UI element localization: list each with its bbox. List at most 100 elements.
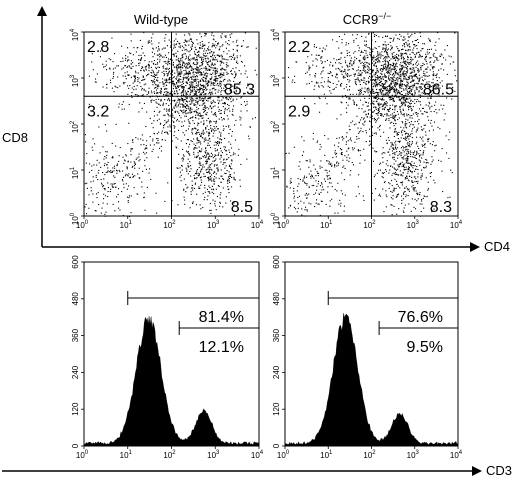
- event-dot: [124, 160, 126, 162]
- event-dot: [175, 59, 177, 61]
- event-dot: [394, 57, 396, 59]
- event-dot: [406, 150, 408, 152]
- event-dot: [186, 105, 188, 107]
- event-dot: [404, 177, 406, 179]
- event-dot: [186, 81, 188, 83]
- event-dot: [372, 48, 374, 50]
- event-dot: [213, 121, 215, 123]
- event-dot: [208, 134, 210, 136]
- event-dot: [358, 47, 360, 49]
- event-dot: [383, 83, 385, 85]
- event-dot: [296, 190, 298, 192]
- event-dot: [390, 165, 392, 167]
- event-dot: [189, 50, 191, 52]
- event-dot: [142, 139, 144, 141]
- event-dot: [398, 153, 400, 155]
- event-dot: [194, 78, 196, 80]
- event-dot: [100, 178, 102, 180]
- event-dot: [223, 111, 225, 113]
- event-dot: [174, 117, 176, 119]
- event-dot: [353, 62, 355, 64]
- event-dot: [368, 77, 370, 79]
- event-dot: [205, 152, 207, 154]
- event-dot: [148, 73, 150, 75]
- event-dot: [114, 167, 116, 169]
- event-dot: [349, 174, 351, 176]
- event-dot: [224, 148, 226, 150]
- quadrant-value-upper-right: 85.3: [224, 81, 255, 98]
- event-dot: [175, 137, 177, 139]
- event-dot: [388, 69, 390, 71]
- event-dot: [437, 59, 439, 61]
- event-dot: [366, 105, 368, 107]
- event-dot: [329, 86, 331, 88]
- event-dot: [309, 159, 311, 161]
- event-dot: [204, 139, 206, 141]
- event-dot: [212, 99, 214, 101]
- event-dot: [228, 188, 230, 190]
- event-dot: [178, 129, 180, 131]
- event-dot: [183, 99, 185, 101]
- event-dot: [334, 166, 336, 168]
- event-dot: [201, 117, 203, 119]
- event-dot: [196, 39, 198, 41]
- event-dot: [202, 108, 204, 110]
- event-dot: [183, 109, 185, 111]
- event-dot: [165, 79, 167, 81]
- event-dot: [324, 48, 326, 50]
- event-dot: [166, 73, 168, 75]
- event-dot: [158, 103, 160, 105]
- event-dot: [172, 81, 174, 83]
- event-dot: [202, 76, 204, 78]
- event-dot: [205, 33, 207, 35]
- event-dot: [230, 167, 232, 169]
- event-dot: [158, 49, 160, 51]
- event-dot: [194, 87, 196, 89]
- event-dot: [179, 66, 181, 68]
- event-dot: [139, 59, 141, 61]
- event-dot: [395, 34, 397, 36]
- event-dot: [88, 103, 90, 105]
- event-dot: [352, 34, 354, 36]
- event-dot: [159, 53, 161, 55]
- event-dot: [141, 186, 143, 188]
- event-dot: [181, 110, 183, 112]
- event-dot: [201, 87, 203, 89]
- event-dot: [177, 167, 179, 169]
- event-dot: [129, 216, 131, 218]
- event-dot: [345, 42, 347, 44]
- event-dot: [169, 99, 171, 101]
- event-dot: [169, 63, 171, 65]
- event-dot: [413, 74, 415, 76]
- event-dot: [402, 53, 404, 55]
- event-dot: [402, 172, 404, 174]
- event-dot: [225, 202, 227, 204]
- event-dot: [412, 153, 414, 155]
- event-dot: [197, 129, 199, 131]
- event-dot: [190, 58, 192, 60]
- event-dot: [393, 117, 395, 119]
- event-dot: [176, 147, 178, 149]
- event-dot: [402, 45, 404, 47]
- event-dot: [410, 63, 412, 65]
- event-dot: [179, 81, 181, 83]
- event-dot: [394, 60, 396, 62]
- event-dot: [393, 63, 395, 65]
- event-dot: [364, 87, 366, 89]
- event-dot: [414, 188, 416, 190]
- event-dot: [162, 82, 164, 84]
- event-dot: [376, 118, 378, 120]
- event-dot: [162, 104, 164, 106]
- event-dot: [315, 180, 317, 182]
- event-dot: [203, 80, 205, 82]
- event-dot: [176, 167, 178, 169]
- event-dot: [421, 200, 423, 202]
- event-dot: [153, 78, 155, 80]
- event-dot: [411, 115, 413, 117]
- event-dot: [111, 170, 113, 172]
- event-dot: [194, 187, 196, 189]
- event-dot: [392, 56, 394, 58]
- event-dot: [163, 125, 165, 127]
- event-dot: [401, 132, 403, 134]
- event-dot: [409, 105, 411, 107]
